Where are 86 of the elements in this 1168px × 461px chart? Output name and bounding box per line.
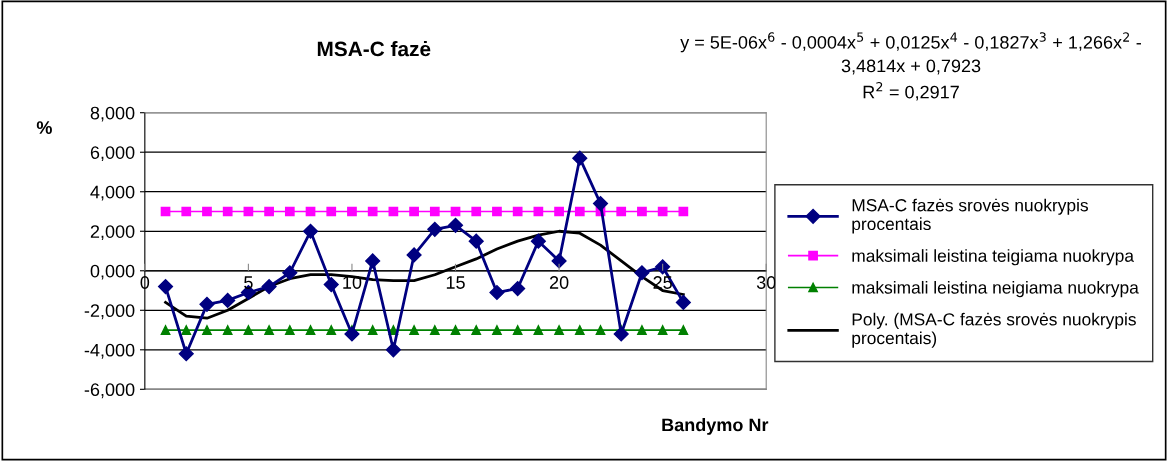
y-axis-title: % [36,121,52,134]
legend-label: maksimali leistina neigiama nuokrypa [852,280,1139,298]
point [323,277,339,293]
point [181,206,192,217]
legend-label: Poly. (MSA-C fazės srovės nuokrypis procentais) [852,312,1136,348]
point [181,325,192,335]
point [243,325,254,335]
point [220,292,236,308]
point [367,325,378,335]
point [471,325,482,335]
legend-label: maksimali leistina teigiama nuokrypa [852,249,1134,266]
point [406,247,422,263]
point [634,265,650,281]
y-tick-label: -6,000 [84,383,135,399]
point [427,221,443,237]
point [592,196,609,212]
point [554,206,564,217]
point [512,325,523,335]
point [450,325,461,335]
point [385,342,401,358]
point [302,223,319,239]
point [471,206,482,217]
x-tick-label: 15 [446,276,465,289]
point [554,325,564,335]
point [492,206,502,217]
y-tick-label: 6,000 [90,146,135,162]
point [492,325,502,335]
point [510,280,526,297]
point [574,325,585,335]
point [678,206,689,217]
point [344,326,360,342]
point [447,217,464,233]
point [533,325,544,335]
point [657,206,668,217]
point [409,325,419,335]
point [326,325,337,335]
point [347,206,357,217]
point [157,279,174,295]
point [409,206,419,217]
point [284,325,295,335]
point [365,253,381,269]
y-tick-label: 4,000 [90,185,135,201]
point [326,206,337,217]
point [512,206,523,217]
point [178,346,194,362]
point [367,206,378,217]
y-tick-label: 2,000 [90,225,135,241]
point [264,325,274,335]
x-tick-label: 5 [244,276,253,289]
point [551,253,567,269]
point [637,325,647,335]
point [572,150,588,166]
point [574,206,585,217]
point [657,325,668,335]
point [222,325,233,335]
point [429,325,440,335]
point [284,206,295,217]
point [595,325,606,335]
point [202,325,212,335]
point [429,206,440,217]
point [655,259,671,275]
legend-label: MSA-C fazės srovės nuokrypis procentais [852,198,1088,234]
point [160,325,171,335]
point [489,284,505,301]
point [468,233,484,249]
text: y = 5E-06x$^{6}$ - 0,0004x$^{5}$ + 0,0125x$^{4}$ - 0,1827x$^{3}$ + 1,266x$^{2}$ - 3,4814x + 0,7923 R$^{2}$ = 0,2917 [680,32,1141,101]
point [202,206,212,217]
x-tick-label: 20 [549,276,569,289]
point [199,296,215,312]
point [530,233,546,249]
point [616,206,627,217]
point [282,265,298,281]
point [675,294,691,310]
point [678,325,689,335]
point [305,325,316,335]
y-tick-label: -4,000 [84,343,135,359]
point [261,279,277,295]
y-tick-label: 8,000 [90,106,135,122]
point [264,206,274,217]
y-tick-label: -2,000 [84,304,135,320]
chart-title: MSA-C fazė [317,41,431,57]
point [222,206,233,217]
point [637,206,647,217]
x-axis-title: Bandymo Nr [662,418,769,435]
point [613,326,629,342]
y-tick-label: 0,000 [90,264,135,280]
